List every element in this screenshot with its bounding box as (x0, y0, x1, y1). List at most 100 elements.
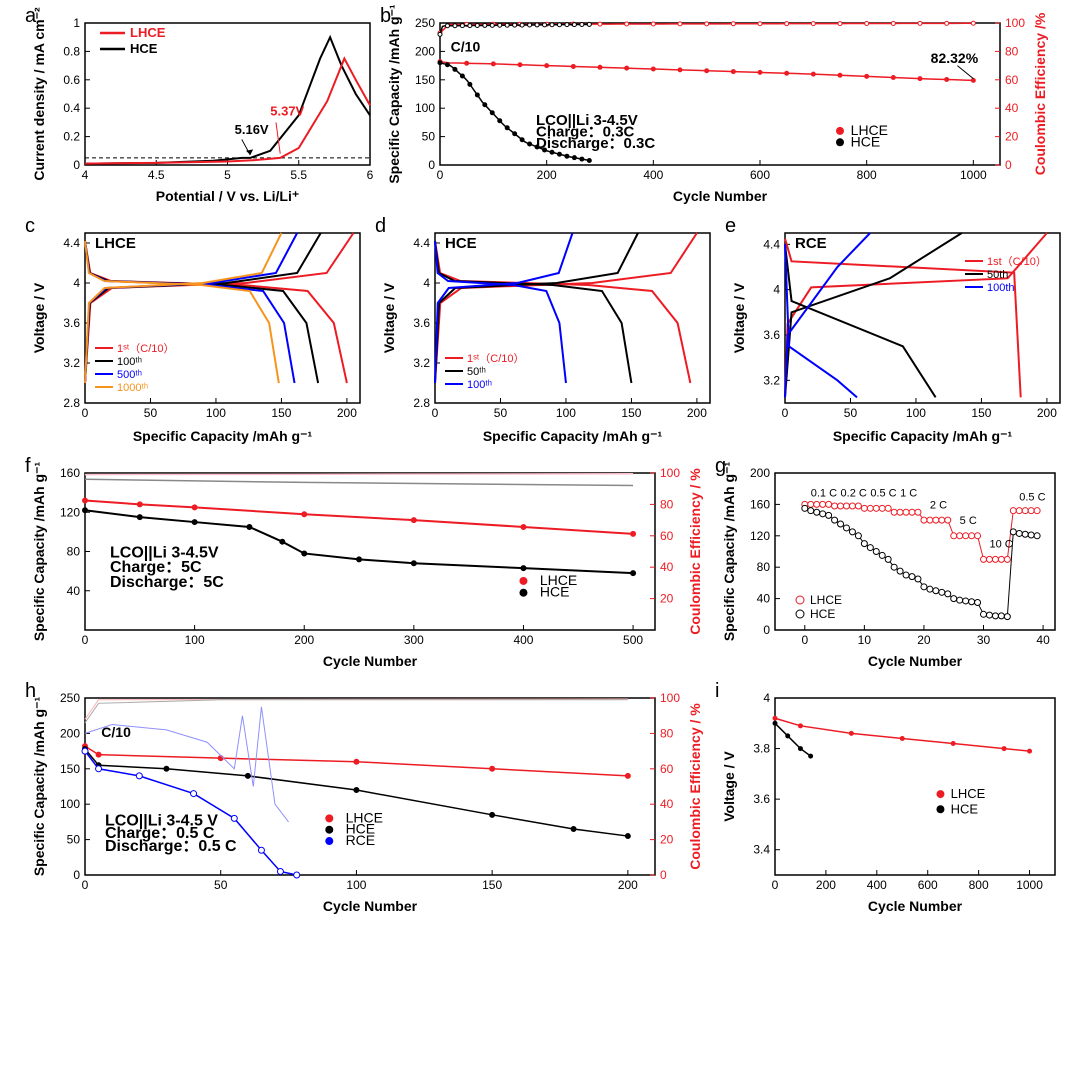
svg-text:Discharge：0.3C: Discharge：0.3C (536, 135, 655, 152)
chart-d: 0501001502002.83.23.644.4Specific Capaci… (380, 215, 720, 445)
svg-text:40: 40 (660, 560, 674, 574)
chart-h: 050100150200050100150200250020406080100C… (30, 680, 710, 915)
svg-text:800: 800 (969, 878, 989, 892)
svg-text:4.4: 4.4 (63, 236, 80, 250)
svg-text:5: 5 (224, 168, 231, 182)
svg-text:100: 100 (185, 633, 205, 647)
svg-text:HCE: HCE (951, 801, 979, 816)
svg-text:3.6: 3.6 (413, 316, 430, 330)
svg-text:500ᵗʰ: 500ᵗʰ (117, 369, 142, 381)
svg-text:20: 20 (660, 592, 674, 606)
panel-f: f 0100200300400500408012016020406080100C… (30, 455, 710, 670)
svg-text:100ᵗʰ: 100ᵗʰ (117, 356, 142, 368)
svg-text:60: 60 (660, 529, 674, 543)
svg-text:3.6: 3.6 (763, 328, 780, 342)
svg-text:5.5: 5.5 (290, 168, 307, 182)
svg-text:0.1 C: 0.1 C (811, 488, 837, 500)
svg-text:100: 100 (660, 466, 680, 480)
panel-d: d 0501001502002.83.23.644.4Specific Capa… (380, 215, 720, 445)
svg-text:Specific Capacity /mAh g⁻¹: Specific Capacity /mAh g⁻¹ (386, 5, 402, 184)
svg-text:3.4: 3.4 (753, 843, 770, 857)
panel-a-label: a (25, 5, 36, 28)
chart-i: 020040060080010003.43.63.84Cycle NumberV… (720, 680, 1065, 915)
svg-text:100: 100 (206, 406, 226, 420)
svg-text:150: 150 (60, 762, 80, 776)
svg-text:0.4: 0.4 (63, 101, 80, 115)
svg-text:2.8: 2.8 (63, 396, 80, 410)
svg-text:HCE: HCE (810, 607, 835, 621)
svg-text:150: 150 (415, 73, 435, 87)
svg-text:Cycle Number: Cycle Number (868, 653, 963, 669)
svg-text:0.6: 0.6 (63, 73, 80, 87)
svg-text:C/10: C/10 (451, 38, 481, 54)
svg-text:600: 600 (750, 168, 770, 182)
svg-text:200: 200 (337, 406, 357, 420)
svg-text:0: 0 (1005, 158, 1012, 172)
svg-text:200: 200 (816, 878, 836, 892)
svg-text:20: 20 (917, 633, 931, 647)
svg-text:3.6: 3.6 (63, 316, 80, 330)
svg-text:3.2: 3.2 (763, 373, 780, 387)
svg-text:600: 600 (918, 878, 938, 892)
svg-text:1 C: 1 C (900, 488, 917, 500)
svg-text:0: 0 (801, 633, 808, 647)
svg-text:250: 250 (60, 691, 80, 705)
svg-text:1000: 1000 (960, 168, 987, 182)
panel-g-label: g (715, 455, 726, 478)
svg-text:200: 200 (537, 168, 557, 182)
svg-text:Voltage / V: Voltage / V (731, 282, 747, 353)
svg-text:150: 150 (271, 406, 291, 420)
svg-text:80: 80 (67, 545, 81, 559)
svg-text:0: 0 (660, 868, 667, 882)
svg-text:120: 120 (60, 505, 80, 519)
panel-a: a 44.555.5600.20.40.60.81Potential / V v… (30, 5, 380, 205)
svg-text:4.4: 4.4 (763, 237, 780, 251)
svg-text:40: 40 (1036, 633, 1050, 647)
svg-text:Coulombic Efficiency / %: Coulombic Efficiency / % (687, 468, 703, 635)
panel-i-label: i (715, 680, 719, 703)
svg-text:1ˢᵗ（C/10）: 1ˢᵗ（C/10） (117, 342, 175, 355)
svg-text:400: 400 (643, 168, 663, 182)
svg-text:100: 100 (415, 101, 435, 115)
svg-text:2 C: 2 C (930, 499, 947, 511)
svg-text:HCE: HCE (130, 41, 158, 56)
svg-text:4: 4 (773, 283, 780, 297)
chart-a: 44.555.5600.20.40.60.81Potential / V vs.… (30, 5, 380, 205)
svg-text:200: 200 (294, 633, 314, 647)
panel-b: b 02004006008001000050100150200250020406… (385, 5, 1055, 205)
svg-text:800: 800 (857, 168, 877, 182)
svg-text:Voltage / V: Voltage / V (721, 751, 737, 822)
svg-text:Cycle Number: Cycle Number (323, 898, 418, 914)
svg-text:5.37V: 5.37V (270, 103, 304, 118)
svg-text:4: 4 (73, 276, 80, 290)
svg-text:4: 4 (82, 168, 89, 182)
svg-text:50: 50 (144, 406, 158, 420)
svg-text:Specific Capacity /mAh g⁻¹: Specific Capacity /mAh g⁻¹ (833, 428, 1013, 444)
svg-text:4.5: 4.5 (148, 168, 165, 182)
svg-text:200: 200 (60, 726, 80, 740)
svg-text:120: 120 (750, 529, 770, 543)
svg-text:60: 60 (660, 762, 674, 776)
panel-f-label: f (25, 455, 31, 478)
svg-text:Discharge：5C: Discharge：5C (110, 574, 224, 591)
svg-text:6: 6 (367, 168, 374, 182)
svg-text:1000: 1000 (1016, 878, 1043, 892)
svg-text:50: 50 (494, 406, 508, 420)
svg-text:1000ᵗʰ: 1000ᵗʰ (117, 382, 148, 394)
svg-text:160: 160 (60, 466, 80, 480)
svg-text:400: 400 (867, 878, 887, 892)
svg-text:3.2: 3.2 (413, 356, 430, 370)
svg-text:100: 100 (556, 406, 576, 420)
svg-text:20: 20 (660, 833, 674, 847)
chart-e: 0501001502003.23.644.4Specific Capacity … (730, 215, 1070, 445)
svg-text:5.16V: 5.16V (235, 122, 269, 137)
svg-text:100: 100 (906, 406, 926, 420)
svg-text:0: 0 (437, 168, 444, 182)
svg-text:LHCE: LHCE (95, 235, 136, 252)
svg-text:0: 0 (82, 633, 89, 647)
chart-b: 0200400600800100005010015020025002040608… (385, 5, 1055, 205)
svg-text:200: 200 (618, 878, 638, 892)
svg-text:Specific Capacity /mAh g⁻¹: Specific Capacity /mAh g⁻¹ (721, 462, 737, 642)
svg-text:5 C: 5 C (960, 515, 977, 527)
svg-text:Cycle Number: Cycle Number (868, 898, 963, 914)
